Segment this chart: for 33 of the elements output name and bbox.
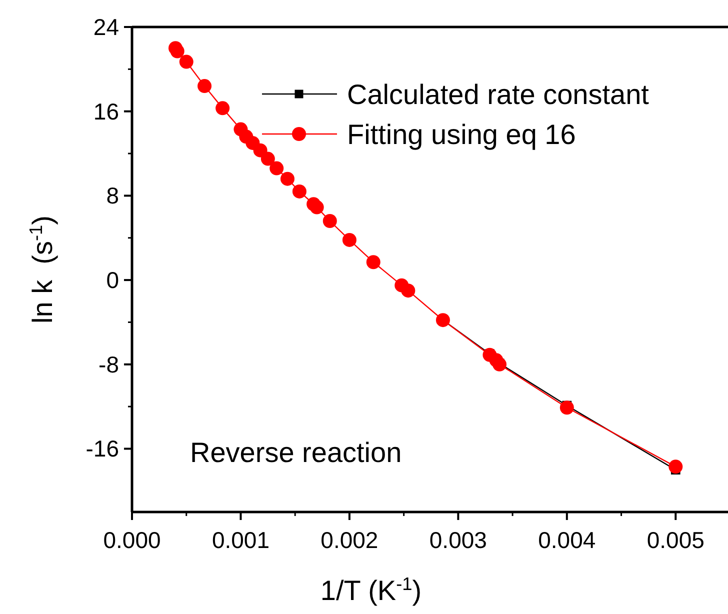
y-tick-label: 24	[93, 14, 120, 40]
point	[170, 44, 184, 58]
x-tick-label: 0.003	[429, 527, 487, 553]
y-tick-label: 16	[93, 98, 119, 124]
x-tick-label: 0.002	[320, 527, 378, 553]
point	[322, 214, 337, 228]
x-tick-label: 0.004	[538, 527, 596, 553]
y-tick-label: 8	[106, 182, 119, 209]
legend-label: Calculated rate constant	[347, 79, 650, 110]
point	[292, 184, 306, 198]
x-tick-label: 0.000	[103, 527, 161, 553]
x-tick-label: 0.001	[212, 527, 270, 553]
point	[198, 79, 212, 94]
y-tick-label: -16	[86, 436, 119, 462]
legend-label: Fitting using eq 16	[347, 119, 576, 150]
point	[270, 161, 284, 176]
point	[310, 200, 324, 214]
point	[401, 284, 416, 298]
y-tick-label: -8	[98, 351, 119, 378]
y-tick-label: 0	[106, 267, 119, 294]
x-tick-label: 0.005	[646, 527, 704, 553]
annotation: Reverse reaction	[190, 437, 402, 468]
x-axis-title: 1/T (K$^{-1}$)	[320, 574, 422, 606]
point	[260, 152, 275, 166]
point	[668, 460, 683, 474]
point	[560, 400, 574, 415]
point	[492, 357, 506, 372]
point	[179, 54, 194, 69]
point	[216, 101, 230, 116]
point	[280, 172, 294, 186]
point	[436, 313, 450, 328]
point	[342, 232, 356, 247]
point	[366, 255, 380, 270]
